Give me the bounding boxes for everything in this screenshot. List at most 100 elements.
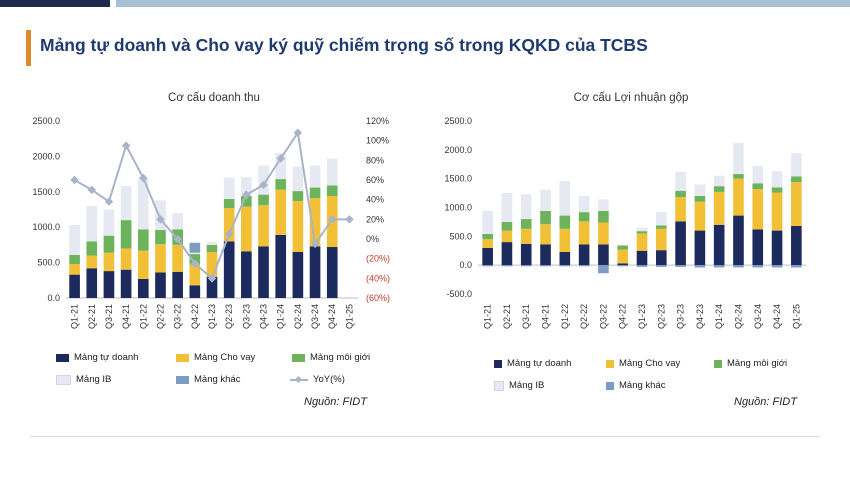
bar-segment-tu_doanh [206,276,218,298]
bar-segment-tu_doanh [675,221,686,266]
bar-segment-moi_gioi [292,191,304,202]
x-tick-label: Q1-22 [560,304,570,329]
bar-segment-moi_gioi [559,215,571,229]
bar-segment-ib [520,194,532,220]
bar-segment-cho_vay [275,189,287,235]
x-tick-label: Q2-22 [155,304,165,329]
yoy-point [310,239,320,249]
bar-segment-tu_doanh [275,234,287,298]
bar-segment-cho_vay [636,233,648,251]
y2-tick-label: 80% [366,155,384,165]
bar-segment-cho_vay [733,178,744,216]
yoy-point [70,175,79,185]
legend-label: Mảng tự doanh [507,358,572,369]
bar-segment-moi_gioi [309,187,321,199]
top-bar-dark [0,0,110,7]
legend-swatch [714,359,722,368]
bar-segment-ib [309,165,321,188]
bar-segment-tu_doanh [137,278,149,298]
bar-segment-tu_doanh [752,229,764,266]
bar-segment-moi_gioi [617,245,629,250]
x-tick-label: Q1-23 [637,304,647,329]
y2-tick-label: 0% [366,234,379,244]
yoy-point [104,197,114,206]
title-accent-bar [26,30,31,66]
y-tick-label: 1500.0 [444,174,472,184]
bar-segment-moi_gioi [752,183,764,190]
bar-segment-tu_doanh [694,230,706,266]
bar-segment-cho_vay [223,208,235,242]
bar-segment-moi_gioi [733,174,744,179]
bar-segment-ib [617,244,629,246]
bar-segment-moi_gioi [636,231,648,234]
bar-segment-cho_vay [559,228,571,252]
bar-segment-ib [559,180,571,216]
bar-segment-khac [791,265,802,268]
x-tick-label: Q3-21 [521,304,531,329]
bar-segment-cho_vay [771,192,783,231]
bar-segment-cho_vay [713,191,725,225]
bar-segment-cho_vay [292,201,304,252]
bar-segment-ib [713,175,725,187]
bar-segment-moi_gioi [713,186,725,192]
legend-swatch [606,381,614,390]
bar-segment-moi_gioi [275,179,287,190]
bar-segment-moi_gioi [771,187,783,193]
legend-swatch [176,375,189,384]
legend-swatch [606,359,614,368]
bar-segment-ib [258,165,269,195]
legend-item-cho-vay: Mảng Cho vay [176,352,255,363]
bar-segment-tu_doanh [241,251,252,298]
legend-swatch [292,353,305,362]
page-title: Mảng tự doanh và Cho vay ký quỹ chiếm tr… [40,35,648,55]
bar-segment-khac [482,265,493,267]
yoy-point [259,180,268,190]
bar-segment-moi_gioi [694,195,706,202]
bar-segment-cho_vay [120,248,132,270]
bar-segment-cho_vay [155,244,166,273]
bar-segment-cho_vay [598,222,609,245]
bar-segment-ib [752,165,764,184]
y-tick-label: 1500.0 [32,187,60,197]
legend-item-ib: Mảng IB [56,374,111,385]
bar-segment-tu_doanh [771,230,783,266]
revenue-legend: Mảng tự doanh Mảng Cho vay Mảng môi giới… [24,346,404,386]
yoy-point [121,141,131,150]
bar-segment-moi_gioi [655,225,667,229]
y-tick-label: 500.0 [37,258,60,268]
bar-segment-cho_vay [103,252,115,272]
bar-segment-khac [733,265,744,268]
yoy-point [190,259,200,268]
legend-swatch [176,353,189,362]
source-note-left: Nguồn: FIDT [304,396,367,408]
bar-segment-ib [675,171,686,191]
top-bar-light [116,0,850,7]
bar-segment-tu_doanh [578,244,590,266]
legend-label: Mảng khác [194,374,241,385]
x-tick-label: Q3-24 [753,304,763,329]
x-tick-label: Q2-22 [579,304,589,329]
bar-segment-ib [655,212,667,226]
bar-segment-moi_gioi [326,185,338,197]
bar-segment-moi_gioi [86,241,98,256]
bar-segment-ib [275,152,287,180]
x-tick-label: Q2-24 [733,304,743,329]
bar-segment-tu_doanh [86,268,98,298]
bar-segment-ib [120,186,132,221]
x-tick-label: Q3-22 [173,304,183,329]
bar-segment-tu_doanh [103,271,115,298]
bar-segment-khac [617,265,629,267]
y-tick-label: 1000.0 [32,222,60,232]
x-tick-label: Q3-21 [104,304,114,329]
x-tick-label: Q4-22 [190,304,200,329]
bar-segment-cho_vay [241,206,252,252]
bar-segment-moi_gioi [598,210,609,223]
bar-segment-moi_gioi [501,221,513,231]
x-tick-label: Q4-24 [327,304,337,329]
x-tick-label: Q1-21 [70,304,80,329]
y2-tick-label: 60% [366,175,384,185]
bar-segment-tu_doanh [292,251,304,298]
x-tick-label: Q1-25 [791,304,801,329]
bar-segment-cho_vay [520,228,532,244]
bar-segment-cho_vay [69,264,80,275]
